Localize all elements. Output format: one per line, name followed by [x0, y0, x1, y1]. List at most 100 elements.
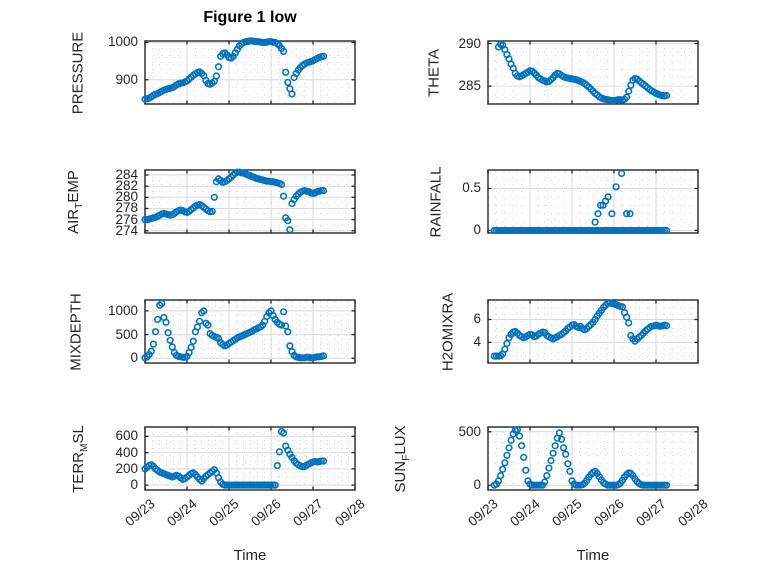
data-point: [608, 210, 616, 218]
y-tick-label: 278: [115, 200, 138, 216]
data-point: [168, 343, 176, 351]
data-point: [662, 91, 671, 100]
data-point: [625, 319, 633, 327]
data-point: [507, 436, 515, 444]
y-tick-label: 274: [115, 222, 138, 238]
data-point: [210, 193, 218, 201]
data-point: [541, 478, 549, 486]
y-tick-label: 500: [115, 326, 138, 342]
data-point: [284, 78, 292, 86]
data-point: [555, 429, 564, 437]
y-axis-label-part: AIR: [65, 208, 83, 234]
subplot-sun_flux-markers: [490, 426, 671, 489]
data-point: [277, 180, 286, 189]
y-axis-label-h2omixra: H2OMIXRA: [440, 292, 457, 370]
y-axis-label-part: EMP: [65, 169, 83, 203]
subplot-pressure: [141, 37, 356, 105]
y-tick-label: 0: [473, 222, 481, 238]
data-point: [547, 457, 555, 465]
data-point: [591, 218, 599, 226]
data-point: [166, 336, 174, 344]
data-point: [214, 63, 223, 71]
y-axis-label-part: MIXDEPTH: [67, 292, 85, 371]
data-point: [501, 459, 509, 467]
data-point: [200, 307, 208, 315]
data-point: [520, 453, 528, 462]
y-axis-label-mixdepth: MIXDEPTH: [68, 293, 85, 371]
y-tick-label: 276: [115, 211, 138, 227]
data-point: [280, 47, 288, 56]
subplot-h2omixra-markers: [490, 299, 671, 360]
figure-title: Figure 1 low: [203, 9, 297, 26]
data-point: [319, 457, 328, 465]
data-point: [596, 201, 605, 209]
data-point: [286, 226, 294, 234]
data-point: [499, 465, 507, 473]
data-point: [522, 466, 530, 474]
data-point: [162, 318, 170, 326]
data-point: [212, 72, 220, 80]
data-point: [282, 68, 290, 76]
data-point: [275, 448, 284, 456]
y-tick-label: 290: [458, 35, 481, 51]
data-point: [147, 347, 155, 355]
subplot-rainfall-markers: [490, 169, 671, 235]
data-point: [208, 207, 216, 215]
data-point: [288, 90, 296, 98]
data-point: [497, 472, 505, 480]
y-tick-label: 600: [115, 428, 138, 444]
y-axis-label-part: F: [400, 454, 412, 461]
subplot-terr_msl: [141, 426, 356, 491]
data-point: [622, 93, 631, 101]
y-tick-label: 285: [458, 78, 481, 94]
x-axis-label-time-left: Time: [233, 547, 267, 564]
y-tick-label: 1000: [107, 302, 138, 318]
axes-box: [487, 426, 699, 491]
data-point: [164, 329, 172, 337]
data-point: [319, 52, 328, 60]
y-tick-label: 500: [458, 423, 481, 439]
y-tick-label: 400: [115, 444, 138, 460]
data-point: [562, 450, 570, 458]
data-point: [284, 328, 292, 336]
subplot-theta-markers: [494, 40, 671, 105]
data-point: [280, 308, 288, 316]
y-tick-label: 900: [115, 71, 138, 87]
data-point: [158, 299, 166, 307]
data-point: [280, 429, 288, 437]
y-tick-label: 282: [115, 178, 138, 194]
data-point: [503, 451, 511, 459]
y-tick-label: 0: [473, 477, 481, 493]
data-point: [280, 192, 288, 200]
data-point: [513, 426, 522, 434]
data-point: [503, 339, 511, 348]
subplot-terr_msl-markers: [141, 427, 328, 489]
axes-box: [144, 426, 356, 491]
data-point: [662, 481, 671, 489]
data-point: [626, 210, 634, 218]
subplot-sun_flux: [487, 426, 699, 491]
data-point: [271, 481, 279, 489]
data-point: [151, 328, 160, 336]
data-point: [204, 321, 212, 329]
y-axis-label-part: SUN: [392, 460, 410, 493]
data-point: [501, 345, 509, 353]
y-tick-label: 6: [473, 311, 481, 327]
data-point: [625, 87, 633, 95]
subplot-air_temp-markers: [141, 168, 328, 234]
data-point: [594, 210, 602, 218]
data-point: [566, 467, 574, 475]
axes-box: [487, 40, 699, 105]
data-point: [617, 169, 626, 177]
data-point: [543, 472, 551, 480]
data-point: [517, 442, 526, 450]
y-axis-label-air_temp: AIRTEMP: [65, 170, 85, 234]
axes-box: [144, 299, 356, 364]
y-tick-label: 4: [473, 334, 481, 350]
data-point: [662, 322, 671, 330]
subplot-mixdepth-markers: [141, 299, 328, 362]
data-point: [319, 352, 328, 360]
data-point: [505, 444, 513, 452]
